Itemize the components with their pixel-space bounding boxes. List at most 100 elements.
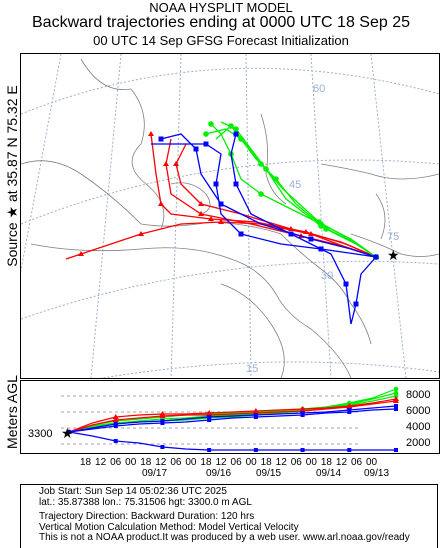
- trajectory-marker: [288, 231, 294, 237]
- trajectory-marker: [208, 121, 214, 127]
- trajectory-marker: [373, 254, 379, 260]
- hour-tick: 06: [290, 457, 302, 468]
- hour-tick: 00: [125, 457, 137, 468]
- trajectory-marker: [218, 219, 224, 224]
- coastlines: [21, 58, 439, 378]
- date-tick: 09/13: [364, 468, 390, 479]
- vertical-marker: [393, 386, 399, 392]
- ytick-2000: 2000: [406, 437, 431, 449]
- lat-label-30: 30: [321, 270, 333, 282]
- trajectory-marker: [198, 201, 204, 206]
- vertical-marker: [67, 430, 71, 434]
- trajectory-title: Backward trajectories ending at 0000 UTC…: [32, 14, 410, 31]
- vertical-motion-text: Vertical Motion Calculation Method: Mode…: [39, 521, 299, 533]
- direction-text: Trajectory Direction: Backward Duration:…: [39, 511, 255, 522]
- trajectory-marker: [148, 131, 154, 136]
- trajectory-marker: [258, 191, 264, 197]
- location-text: lat.: 35.87388 lon.: 75.31506 hgt: 3300.…: [39, 496, 252, 508]
- hour-tick: 00: [185, 457, 197, 468]
- ytick-6000: 6000: [406, 405, 431, 417]
- trajectory-marker: [213, 181, 219, 187]
- source-star-icon: ★: [387, 248, 400, 264]
- vertical-marker: [394, 407, 398, 411]
- trajectory-marker: [233, 131, 239, 137]
- vertical-marker: [347, 448, 352, 452]
- hour-tick: 00: [245, 457, 257, 468]
- trajectory-path: [230, 133, 377, 325]
- vertical-marker: [347, 410, 352, 414]
- hour-tick: 12: [155, 457, 167, 468]
- vertical-trajectory-path: [68, 405, 397, 433]
- trajectory-marker: [208, 216, 214, 221]
- map-svg: 60 45 30 15 75 ★: [21, 54, 439, 378]
- trajectory-marker: [158, 201, 164, 206]
- trajectory-marker: [203, 141, 209, 147]
- trajectory-marker: [228, 123, 234, 129]
- vertical-marker: [113, 439, 118, 443]
- trajectory-path: [65, 221, 377, 260]
- vertical-trajectory-lines: [66, 386, 399, 452]
- hour-tick: 18: [140, 457, 152, 468]
- forecast-subtitle: 00 UTC 14 Sep GFSG Forecast Initializati…: [93, 33, 349, 48]
- trajectory-path: [205, 128, 377, 258]
- vertical-marker: [394, 448, 398, 452]
- latitude-grid: [21, 67, 439, 378]
- date-tick: 09/17: [142, 468, 168, 479]
- hour-tick: 06: [350, 457, 363, 468]
- trajectory-marker: [158, 136, 164, 142]
- vertical-marker: [253, 415, 258, 419]
- trajectory-marker: [163, 161, 169, 166]
- trajectory-path: [151, 143, 377, 258]
- trajectory-marker: [218, 201, 224, 207]
- hour-tick: 18: [320, 457, 332, 468]
- vertical-trajectory-path: [68, 388, 397, 433]
- vertical-axis-label: Meters AGL: [4, 375, 20, 449]
- trajectory-marker: [238, 231, 244, 237]
- trajectory-marker: [198, 211, 204, 216]
- trajectory-marker: [318, 246, 324, 252]
- vertical-marker: [300, 448, 305, 452]
- vertical-marker: [159, 413, 166, 418]
- longitude-grid: [21, 54, 407, 378]
- vertical-marker: [207, 418, 212, 422]
- vertical-marker: [160, 421, 165, 425]
- trajectory-marker: [193, 146, 199, 152]
- start-height-label: 3300: [28, 428, 53, 440]
- vertical-marker: [393, 398, 399, 403]
- lat-label-15: 15: [246, 363, 258, 375]
- hour-tick: 00: [305, 457, 317, 468]
- lat-label-60: 60: [313, 83, 325, 95]
- vertical-source-star-icon: ★: [61, 426, 74, 442]
- hour-tick: 18: [260, 457, 272, 468]
- hour-tick: 18: [80, 457, 92, 468]
- model-title: NOAA HYSPLIT MODEL: [149, 0, 293, 15]
- trajectory-lines: [65, 121, 379, 325]
- vertical-marker: [346, 404, 353, 409]
- lat-label-45: 45: [289, 179, 301, 191]
- trajectory-marker: [258, 161, 264, 167]
- hour-tick: 00: [366, 457, 378, 468]
- ytick-8000: 8000: [406, 389, 431, 401]
- trajectory-path: [175, 143, 377, 258]
- vertical-marker: [207, 415, 212, 419]
- trajectory-marker: [173, 161, 179, 166]
- hour-tick: 06: [230, 457, 242, 468]
- trajectory-marker: [316, 219, 322, 225]
- hour-tick: 12: [215, 457, 227, 468]
- trajectory-marker: [353, 301, 359, 307]
- hour-tick: 06: [110, 457, 122, 468]
- hour-tick: 12: [95, 457, 107, 468]
- vertical-profile: ★: [20, 380, 440, 454]
- source-location-label: Source ★ at 35.87 N 75.32 E: [4, 85, 20, 267]
- vertical-svg: ★: [61, 386, 399, 452]
- trajectory-marker: [78, 251, 84, 256]
- vertical-trajectory-path: [68, 408, 397, 433]
- disclaimer-text: This is not a NOAA product.It was produc…: [39, 532, 410, 543]
- vertical-marker: [112, 414, 119, 419]
- vertical-marker: [393, 390, 399, 396]
- trajectory-map: 60 45 30 15 75 ★: [20, 53, 440, 379]
- trajectory-marker: [203, 131, 209, 137]
- trajectory-marker: [343, 281, 349, 287]
- vertical-marker: [113, 424, 118, 428]
- trajectory-marker: [288, 226, 294, 231]
